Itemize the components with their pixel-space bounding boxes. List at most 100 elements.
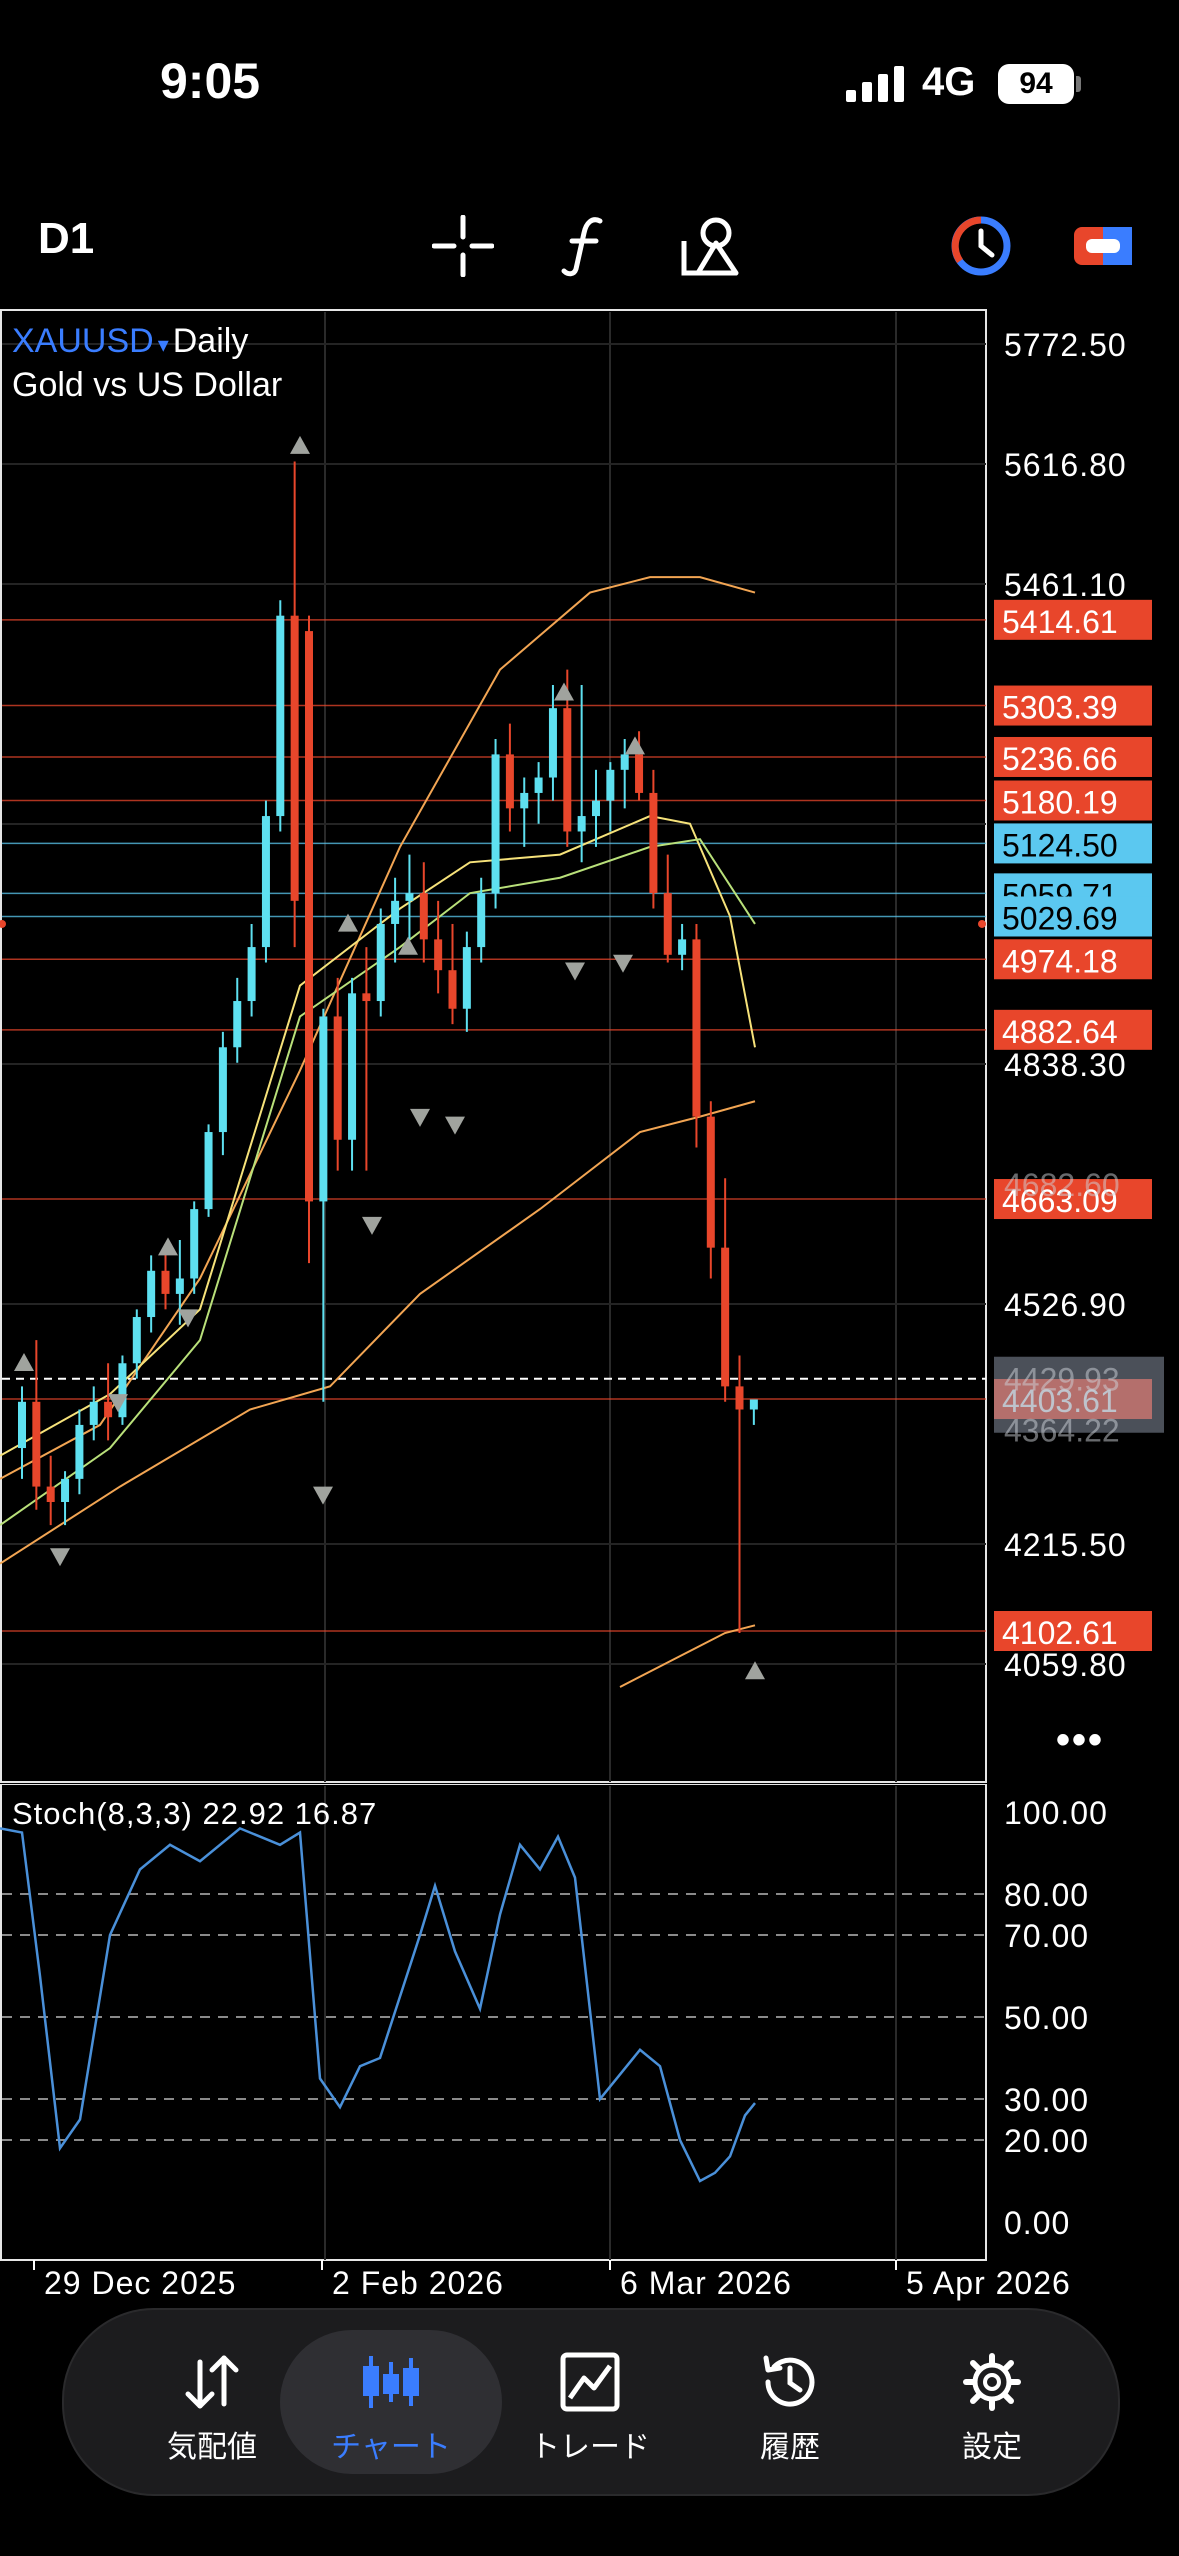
candle-body — [348, 993, 357, 1140]
tab-chart[interactable]: チャート — [280, 2330, 502, 2474]
chart-period: Daily — [172, 322, 249, 360]
ma-upper-line — [0, 576, 756, 1480]
candle-body — [362, 993, 371, 1002]
candle-body — [462, 947, 471, 1009]
candle-body — [261, 816, 270, 948]
quotes-icon — [185, 2355, 239, 2409]
fractal-down-icon — [50, 1548, 70, 1567]
candle-body — [477, 893, 486, 948]
stoch-axis-label: 70.00 — [1004, 1918, 1089, 1954]
candle-body — [405, 893, 414, 901]
fractal-up-icon — [625, 736, 645, 755]
candle-body — [721, 1247, 730, 1387]
symbol-description: Gold vs US Dollar — [12, 366, 283, 404]
current-price-label-bg — [994, 1356, 1164, 1433]
candle-body — [147, 1270, 156, 1318]
ma-fast-line — [0, 815, 756, 1457]
symbol-header[interactable]: XAUUSD ▾ Daily — [12, 322, 248, 361]
clock-icon[interactable] — [950, 215, 1012, 277]
price-axis-label: 4059.80 — [1004, 1647, 1127, 1683]
stoch-axis-label: 20.00 — [1004, 2123, 1089, 2159]
candle-body — [706, 1116, 715, 1248]
tab-history[interactable]: 履歴 — [690, 2330, 890, 2474]
date-axis-label: 6 Mar 2026 — [620, 2265, 792, 2301]
price-axis-label: 5772.50 — [1004, 327, 1127, 363]
symbol-dropdown-icon[interactable]: ▾ — [157, 332, 169, 357]
candle-body — [563, 708, 572, 832]
fractal-up-icon — [158, 1237, 178, 1256]
candle-body — [735, 1386, 744, 1410]
candle-body — [247, 947, 256, 1002]
candle-body — [89, 1401, 98, 1425]
level-price-label: 4663.09 — [1002, 1183, 1118, 1219]
candle-body — [175, 1278, 184, 1294]
tab-settings[interactable]: 設定 — [892, 2330, 1092, 2474]
candle-body — [118, 1363, 127, 1418]
trade-icon — [560, 2352, 620, 2412]
level-price-label-bg — [994, 1611, 1152, 1652]
candle-body — [32, 1401, 41, 1487]
candle-body — [434, 939, 443, 971]
signal-icon — [846, 66, 904, 102]
symbol-name[interactable]: XAUUSD — [12, 322, 154, 360]
fractal-down-icon — [410, 1108, 430, 1127]
tab-label: トレード — [530, 2431, 650, 2464]
candle-body — [75, 1424, 84, 1479]
candle-body — [305, 631, 313, 1202]
candle-body — [276, 615, 285, 817]
candle-body — [391, 900, 400, 924]
candle-body — [520, 792, 529, 809]
tab-label: チャート — [331, 2431, 451, 2464]
level-price-label: 5236.66 — [1002, 741, 1118, 777]
candle-body — [419, 893, 428, 940]
price-chart[interactable]: 5414.615303.395236.665180.195124.505059.… — [0, 308, 1179, 1784]
fractal-up-icon — [290, 435, 310, 454]
chart-candles-icon — [363, 2356, 419, 2408]
price-axis-label: 5461.10 — [1004, 567, 1127, 603]
edge-marker — [0, 919, 6, 928]
candle-body — [61, 1478, 70, 1502]
tab-quotes[interactable]: 気配値 — [112, 2330, 312, 2474]
crosshair-icon[interactable] — [432, 215, 494, 277]
tab-trade[interactable]: トレード — [490, 2330, 690, 2474]
candle-body — [635, 754, 644, 793]
level-price-label-bg — [994, 1179, 1152, 1220]
tab-label: 気配値 — [167, 2431, 257, 2464]
stochastic-chart[interactable]: 100.00 80.00 70.00 50.00 30.00 20.00 0.00 29 D… — [0, 1784, 1179, 2304]
fractal-up-icon — [745, 1661, 765, 1680]
level-price-label: 5124.50 — [1002, 827, 1118, 863]
stoch-axis-label: 0.00 — [1004, 2205, 1070, 2241]
objects-icon[interactable] — [680, 215, 742, 277]
function-icon[interactable] — [556, 215, 618, 277]
candle-body — [649, 792, 658, 894]
candle-body — [132, 1317, 141, 1364]
stoch-axis-label: 50.00 — [1004, 2000, 1089, 2036]
level-price-label: 5414.61 — [1002, 604, 1118, 640]
candle-body — [233, 1001, 242, 1048]
level-price-label-bg — [994, 896, 1152, 937]
level-price-label: 4974.18 — [1002, 943, 1118, 979]
level-price-label: 4882.64 — [1002, 1014, 1118, 1050]
level-price-label: 5029.69 — [1002, 900, 1118, 936]
candle-body — [692, 939, 701, 1117]
candle-body — [190, 1209, 199, 1279]
trade-panel-icon[interactable] — [1072, 215, 1134, 277]
history-icon — [763, 2355, 815, 2407]
candle-body — [548, 708, 557, 778]
price-axis-label: 4838.30 — [1004, 1047, 1127, 1083]
fractal-down-icon — [178, 1309, 198, 1328]
price-axis-label: 4682.60 — [1004, 1167, 1120, 1203]
tab-bar: 気配値 チャート トレード 履歴 — [62, 2308, 1120, 2496]
level-price-label-bg — [994, 780, 1152, 821]
level-price-label: 5303.39 — [1002, 690, 1118, 726]
more-icon[interactable]: ••• — [1056, 1718, 1105, 1762]
timeframe-button[interactable]: D1 — [38, 214, 95, 263]
candle-body — [606, 769, 615, 801]
candle-body — [290, 615, 299, 901]
candle-body — [333, 1016, 342, 1140]
candle-body — [376, 923, 385, 1002]
price-axis-label: 4526.90 — [1004, 1287, 1127, 1323]
ma-long-line — [0, 1100, 756, 1565]
status-time: 9:05 — [160, 53, 261, 109]
candle-body — [218, 1047, 227, 1133]
